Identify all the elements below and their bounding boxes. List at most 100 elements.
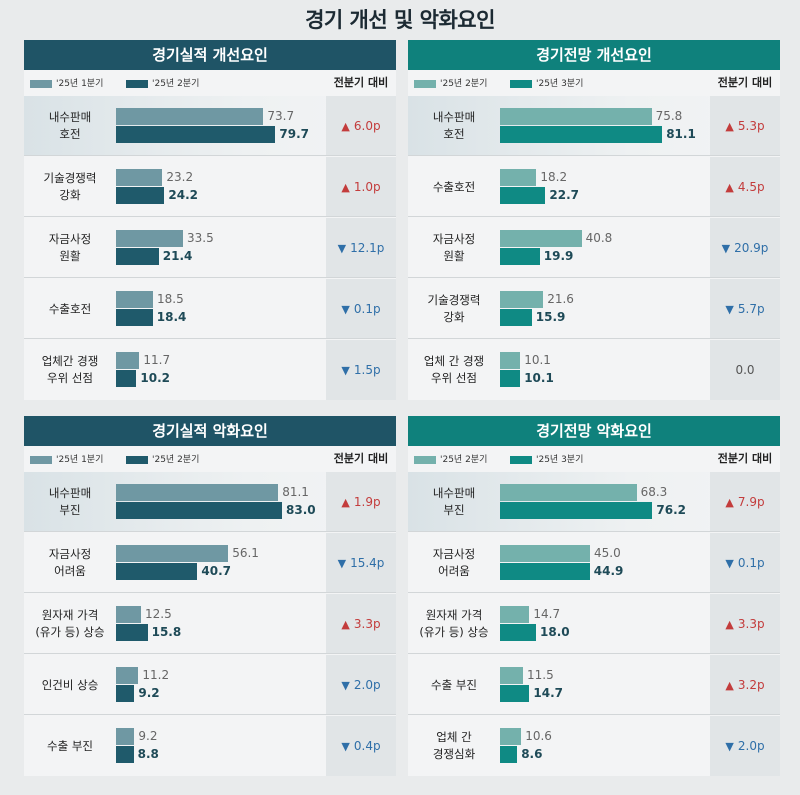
category-label: 원자재 가격 (유가 등) 상승 (419, 608, 489, 639)
legend-swatch (510, 79, 532, 88)
chart-title: 경기전망 악화요인 (408, 416, 780, 446)
change-value: ▲ 6.0p (326, 96, 396, 156)
triangle-up-icon: ▲ (341, 495, 350, 509)
value-label-prev: 81.1 (282, 485, 309, 499)
bar-row: 자금사정 원활 40.8 19.9 ▼ 20.9p (408, 218, 780, 278)
category-label: 기술경쟁력 강화 (43, 171, 97, 202)
change-text: 1.9p (353, 495, 381, 509)
value-label-curr: 76.2 (656, 503, 686, 517)
page-title: 경기 개선 및 악화요인 (305, 8, 495, 32)
triangle-down-icon: ▼ (725, 556, 734, 570)
bar-curr (500, 309, 532, 326)
change-text: 4.5p (737, 180, 765, 194)
bar-curr (500, 370, 521, 387)
value-label-prev: 68.3 (640, 485, 668, 499)
value-label-curr: 9.2 (138, 686, 160, 700)
legend-swatch (414, 455, 436, 464)
triangle-down-icon: ▼ (725, 739, 734, 753)
row-divider (24, 338, 396, 339)
bar-prev (500, 291, 544, 308)
chart-title: 경기실적 개선요인 (24, 40, 396, 70)
value-label-curr: 21.4 (162, 249, 193, 263)
category-label: 자금사정 어려움 (432, 547, 476, 578)
value-label-prev: 10.1 (524, 353, 551, 367)
change-text: 2.0p (353, 678, 381, 692)
change-value: ▼ 15.4p (326, 533, 396, 593)
bar-curr (116, 563, 198, 580)
category-label: 수출 부진 (431, 677, 477, 692)
legend-label: '25년 3분기 (536, 79, 584, 89)
bar-curr (116, 624, 148, 641)
change-value: ▲ 1.9p (326, 472, 396, 532)
value-label-curr: 10.1 (524, 371, 554, 385)
bar-prev (500, 108, 652, 125)
legend-swatch (510, 455, 532, 464)
value-label-prev: 21.6 (547, 292, 574, 306)
category-label: 내수판매 부진 (432, 486, 476, 517)
change-value: ▲ 7.9p (710, 472, 780, 532)
value-label-prev: 33.5 (187, 231, 214, 245)
row-divider (408, 338, 780, 339)
bar-curr (500, 187, 546, 204)
value-label-prev: 10.6 (525, 729, 552, 743)
change-value: ▲ 3.3p (326, 594, 396, 654)
change-value: ▼ 0.1p (710, 533, 780, 593)
value-label-prev: 18.2 (540, 170, 568, 184)
row-divider (408, 653, 780, 654)
legend-label: '25년 2분기 (440, 79, 488, 89)
value-label-curr: 44.9 (593, 564, 624, 578)
bar-row: 업체 간 경쟁심화 10.6 8.6 ▼ 2.0p (408, 716, 780, 776)
category-label: 기술경쟁력 강화 (427, 293, 481, 324)
triangle-up-icon: ▲ (341, 180, 350, 194)
change-text: 1.0p (353, 180, 381, 194)
bar-curr (116, 248, 159, 265)
value-label-curr: 19.9 (543, 249, 574, 263)
change-text: 3.2p (737, 678, 765, 692)
bar-prev (116, 352, 140, 369)
legend-item: '25년 2분기 (414, 452, 487, 468)
bar-row: 업체간 경쟁 우위 선점 11.7 10.2 ▼ 1.5p (24, 340, 396, 400)
bar-row: 원자재 가격 (유가 등) 상승 12.5 15.8 ▲ 3.3p (24, 594, 396, 654)
panel-performance-deterioration: 경기실적 악화요인 '25년 1분기 '25년 2분기 전분기 대비 내수판매 부진 81… (24, 416, 396, 776)
category-label: 인건비 상승 (41, 677, 99, 692)
change-text: 6.0p (353, 119, 381, 133)
legend-item: '25년 1분기 (30, 76, 103, 92)
row-divider (24, 155, 396, 156)
category-label: 업체 간 경쟁심화 (432, 730, 476, 761)
value-label-prev: 9.2 (138, 729, 158, 743)
change-value: 0.0 (710, 340, 780, 400)
bar-row: 수출 부진 11.5 14.7 ▲ 3.2p (408, 655, 780, 715)
bar-rows: 내수판매 부진 81.1 83.0 ▲ 1.9p 자금사정 어려움 56.1 40.7 ▼ 15.… (24, 472, 396, 776)
category-label: 자금사정 원활 (48, 232, 92, 263)
value-label-curr: 18.0 (540, 625, 570, 639)
bar-row: 수출 부진 9.2 8.8 ▼ 0.4p (24, 716, 396, 776)
bar-curr (500, 248, 540, 265)
value-label-curr: 79.7 (279, 127, 309, 141)
change-column-header: 전분기 대비 (333, 76, 389, 89)
row-divider (408, 531, 780, 532)
category-label: 원자재 가격 (유가 등) 상승 (35, 608, 105, 639)
change-value: ▼ 2.0p (326, 655, 396, 715)
value-label-curr: 8.8 (137, 747, 159, 761)
category-label: 수출호전 (48, 301, 92, 316)
chart-body: '25년 2분기 '25년 3분기 전분기 대비 내수판매 호전 75.8 81.1 ▲ 5.… (408, 70, 780, 400)
change-text: 15.4p (350, 556, 385, 570)
legend-item: '25년 2분기 (126, 452, 199, 468)
category-label: 내수판매 부진 (48, 486, 92, 517)
value-label-curr: 15.8 (151, 625, 182, 639)
value-label-prev: 11.5 (527, 668, 554, 682)
change-text: 0.4p (353, 739, 381, 753)
value-label-curr: 15.9 (535, 310, 566, 324)
triangle-up-icon: ▲ (725, 495, 734, 509)
value-label-prev: 75.8 (655, 109, 683, 123)
bar-curr (116, 502, 282, 519)
change-value: ▲ 5.3p (710, 96, 780, 156)
bar-row: 수출호전 18.2 22.7 ▲ 4.5p (408, 157, 780, 217)
bar-curr (116, 126, 276, 143)
value-label-prev: 56.1 (232, 546, 259, 560)
category-label: 업체 간 경쟁 우위 선점 (423, 354, 485, 385)
row-divider (24, 277, 396, 278)
row-divider (24, 653, 396, 654)
change-text: 12.1p (350, 241, 385, 255)
change-column-header: 전분기 대비 (717, 452, 773, 465)
